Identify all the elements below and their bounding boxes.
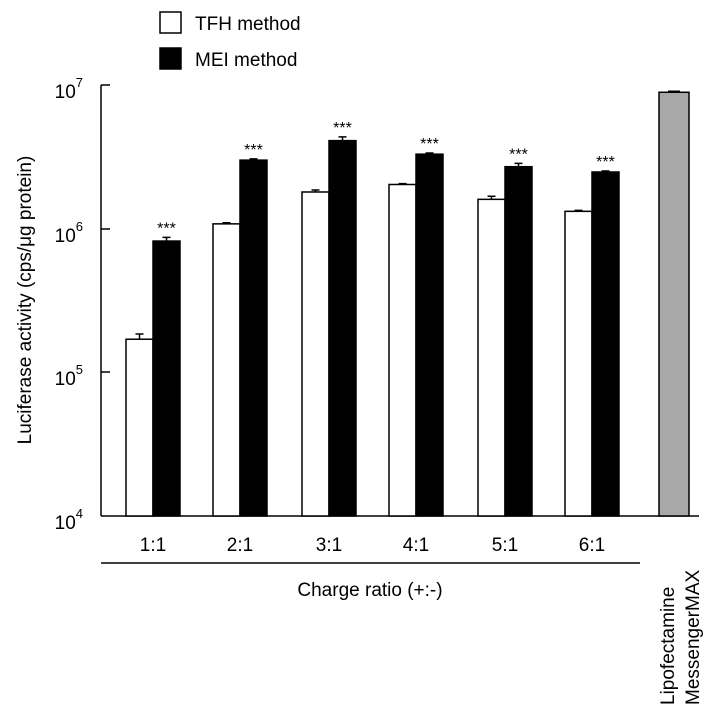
bar-group-4: *** 5:1	[477, 146, 533, 556]
bar-tfh-1	[212, 223, 241, 517]
legend-swatch-mei	[159, 47, 182, 70]
y-tick-label-1: 105	[55, 362, 83, 390]
legend-label-mei: MEI method	[195, 50, 297, 71]
error-bar-mei-0	[162, 236, 171, 242]
significance-label-4: ***	[509, 146, 528, 163]
control-bar-group: Lipofectamine MessengerMAX	[658, 90, 704, 705]
bar-mei-5	[591, 171, 620, 517]
y-tick-3: 107	[55, 75, 110, 103]
error-bar-mei-5	[601, 170, 610, 172]
error-bar-mei-1	[249, 158, 258, 161]
control-label-line-2: MessengerMAX	[683, 570, 704, 705]
error-bar-mei-3	[425, 152, 434, 155]
error-bar-tfh-3	[398, 182, 407, 185]
error-bar-tfh-1	[222, 221, 231, 224]
y-tick-0: 104	[55, 506, 83, 534]
error-bar-mei-4	[514, 162, 523, 167]
error-bar-tfh-4	[487, 195, 496, 200]
error-bar-tfh-0	[135, 333, 144, 340]
y-tick-1: 105	[55, 362, 110, 390]
y-tick-2: 106	[55, 219, 110, 247]
y-tick-label-0: 104	[55, 506, 83, 534]
error-bar-control	[668, 90, 680, 93]
y-tick-label-2: 106	[55, 219, 83, 247]
bar-group-2: *** 3:1	[301, 120, 357, 556]
legend-label-tfh: TFH method	[195, 14, 301, 35]
control-label-line-1: Lipofectamine	[658, 587, 679, 705]
error-bar-tfh-5	[574, 209, 583, 212]
bar-tfh-2	[301, 191, 330, 517]
significance-label-3: ***	[420, 136, 439, 153]
bar-mei-3	[415, 153, 444, 517]
y-tick-label-3: 107	[55, 75, 83, 103]
legend: TFH method MEI method	[159, 11, 301, 71]
x-tick-label-5: 6:1	[579, 535, 605, 556]
x-tick-label-2: 3:1	[316, 535, 342, 556]
bar-group-3: *** 4:1	[388, 136, 444, 556]
error-bar-tfh-2	[311, 189, 320, 192]
bar-tfh-3	[388, 183, 417, 517]
significance-label-0: ***	[157, 220, 176, 237]
error-bar-mei-2	[338, 136, 347, 141]
x-tick-label-3: 4:1	[403, 535, 429, 556]
legend-swatch-tfh	[159, 11, 182, 34]
bar-tfh-0	[125, 338, 154, 517]
bar-mei-1	[239, 159, 268, 517]
significance-label-5: ***	[596, 154, 615, 171]
significance-label-1: ***	[244, 142, 263, 159]
bar-group-1: *** 2:1	[212, 142, 268, 556]
control-label: Lipofectamine MessengerMAX	[658, 570, 704, 705]
bar-mei-0	[152, 240, 181, 517]
bar-group-5: *** 6:1	[564, 154, 620, 556]
bar-mei-2	[328, 139, 357, 517]
bar-tfh-5	[564, 210, 593, 517]
x-tick-label-1: 2:1	[227, 535, 253, 556]
x-tick-label-0: 1:1	[140, 535, 166, 556]
y-axis-label: Luciferase activity (cps/μg protein)	[15, 156, 36, 445]
bar-group-0: *** 1:1	[125, 220, 181, 556]
significance-label-2: ***	[333, 120, 352, 137]
bar-tfh-4	[477, 198, 506, 517]
x-axis-label: Charge ratio (+:-)	[297, 580, 442, 601]
bar-control	[658, 91, 690, 517]
x-tick-label-4: 5:1	[492, 535, 518, 556]
bar-mei-4	[504, 165, 533, 517]
